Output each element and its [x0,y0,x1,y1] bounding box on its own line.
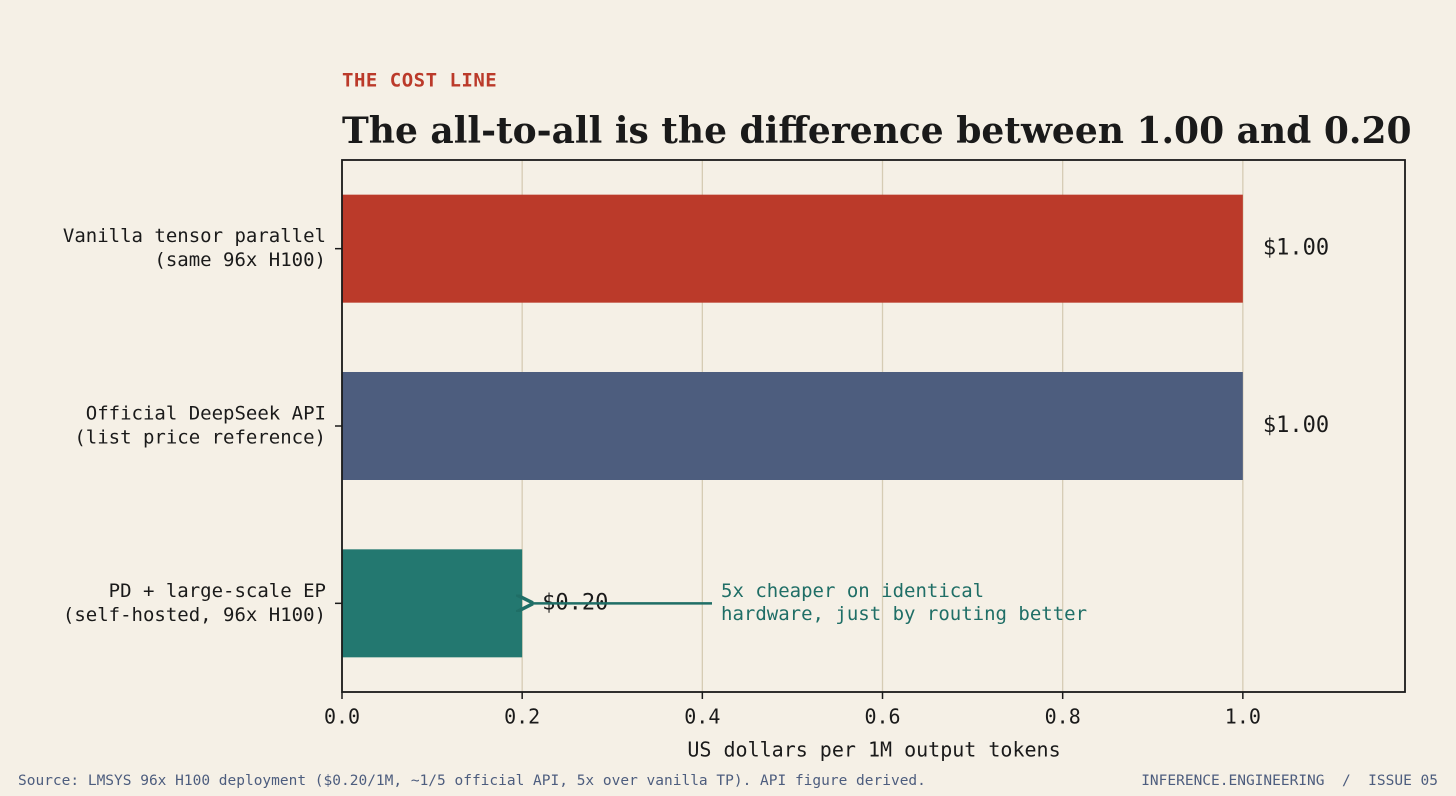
value-label: $1.00 [1263,236,1329,261]
y-tick-label: (list price reference) [74,427,326,449]
y-tick-label: Official DeepSeek API [86,403,326,425]
footer: INFERENCE.ENGINEERING / ISSUE 05 [1141,773,1438,789]
x-tick-label: 0.6 [864,705,900,729]
y-tick-label: (self-hosted, 96x H100) [63,604,326,626]
x-tick-label: 0.0 [324,705,360,729]
y-tick-label: Vanilla tensor parallel [63,225,326,247]
annotation: hardware, just by routing better [721,603,1087,625]
x-tick-label: 0.2 [504,705,540,729]
bar [342,372,1243,480]
source-note: Source: LMSYS 96x H100 deployment ($0.20… [18,773,926,789]
value-label: $1.00 [1263,413,1329,438]
y-tick-label: (same 96x H100) [154,249,326,271]
annotation: 5x cheaper on identical [721,580,984,602]
x-tick-label: 0.8 [1045,705,1081,729]
bar [342,549,523,658]
bar [342,194,1243,303]
x-tick-label: 1.0 [1225,705,1261,729]
kicker: THE COST LINE [342,70,497,92]
y-tick-label: PD + large-scale EP [109,580,326,602]
plot-frame [341,159,1406,693]
chart-title: The all-to-all is the difference between… [342,110,1412,152]
x-axis-label: US dollars per 1M output tokens [687,738,1060,762]
x-tick-label: 0.4 [684,705,720,729]
